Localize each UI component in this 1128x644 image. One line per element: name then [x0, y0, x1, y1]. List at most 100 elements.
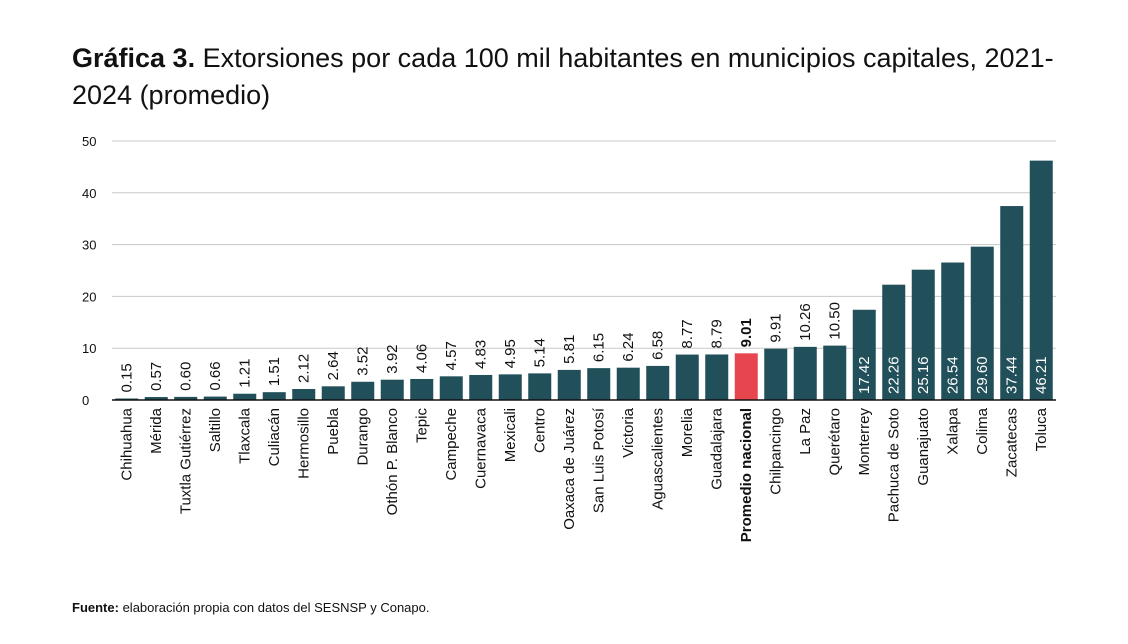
- category-label: Chilpancingo: [767, 408, 784, 495]
- bar: [970, 246, 994, 400]
- value-label: 0.66: [207, 361, 224, 390]
- category-labels: Chihuahua Mérida Tuxtla Gutiérrez Saltillo T…: [118, 407, 1050, 542]
- category-label: Guadalajara: [708, 407, 725, 489]
- y-tick-label: 20: [82, 289, 96, 304]
- value-label: 0.60: [177, 362, 194, 391]
- bar: [1000, 206, 1024, 400]
- bar: [498, 374, 522, 400]
- value-label: 5.14: [531, 338, 548, 367]
- y-tick-label: 40: [82, 186, 96, 201]
- bar: [439, 376, 463, 400]
- bar: [852, 309, 876, 400]
- bar: [528, 373, 552, 400]
- category-label: Morelia: [679, 407, 696, 457]
- value-label: 2.12: [295, 354, 312, 383]
- value-label: 5.81: [561, 335, 578, 364]
- value-label: 8.79: [708, 319, 725, 348]
- category-label: Tuxtla Gutiérrez: [177, 408, 194, 514]
- category-label: Promedio nacional: [738, 408, 755, 542]
- bar: [646, 365, 670, 400]
- category-label: Puebla: [325, 407, 342, 454]
- value-label: 22.26: [885, 356, 902, 394]
- category-label: Pachuca de Soto: [885, 408, 902, 522]
- value-label: 4.83: [472, 340, 489, 369]
- y-axis-ticks: 0 10 20 30 40 50: [82, 134, 96, 408]
- category-label: Aguascalientes: [649, 408, 666, 510]
- value-label: 4.95: [502, 339, 519, 368]
- bar: [705, 354, 729, 400]
- value-label: 4.57: [443, 341, 460, 370]
- category-label: Victoria: [620, 407, 637, 457]
- category-label: Mexicali: [502, 408, 519, 462]
- bar: [587, 368, 611, 400]
- bar: [233, 393, 257, 400]
- value-label: 0.15: [118, 363, 135, 392]
- value-label: 0.57: [148, 362, 165, 391]
- value-label: 8.77: [679, 319, 696, 348]
- chart-title: Gráfica 3. Extorsiones por cada 100 mil …: [72, 40, 1072, 114]
- bar: [144, 397, 168, 400]
- source-label: Fuente:: [72, 600, 119, 615]
- bar: [616, 367, 640, 400]
- y-tick-label: 10: [82, 341, 96, 356]
- bar: [1029, 160, 1053, 400]
- category-label: Zacatecas: [1003, 408, 1020, 477]
- bar: [764, 348, 788, 400]
- category-label: Oaxaca de Juárez: [561, 408, 578, 530]
- category-label: Hermosillo: [295, 408, 312, 479]
- value-label: 25.16: [915, 356, 932, 394]
- bar: [292, 389, 316, 400]
- bar: [321, 386, 345, 400]
- value-label: 4.06: [413, 344, 430, 373]
- category-label: Cuernavaca: [472, 407, 489, 489]
- value-label: 29.60: [974, 356, 991, 394]
- category-label: Mérida: [148, 407, 165, 454]
- bar: [882, 284, 906, 400]
- value-label: 9.91: [767, 313, 784, 342]
- y-tick-label: 50: [82, 134, 96, 149]
- category-label: Chihuahua: [118, 407, 135, 480]
- value-label: 10.26: [797, 303, 814, 341]
- value-label: 37.44: [1003, 356, 1020, 394]
- bar: [351, 381, 375, 400]
- category-label: Monterrey: [856, 408, 873, 476]
- category-label: Othón P. Blanco: [384, 408, 401, 515]
- chart-title-prefix: Gráfica 3.: [72, 43, 196, 73]
- chart-title-text: Extorsiones por cada 100 mil habitantes …: [72, 43, 1054, 110]
- category-label: Xalapa: [944, 407, 961, 454]
- bars: [115, 160, 1053, 400]
- bar: [557, 369, 581, 400]
- bar-highlight: [734, 353, 758, 400]
- bar: [174, 396, 198, 400]
- category-label: Colima: [974, 407, 991, 454]
- y-tick-label: 30: [82, 238, 96, 253]
- category-label: La Paz: [797, 408, 814, 455]
- bar: [911, 269, 935, 400]
- bar: [469, 374, 493, 400]
- value-label: 26.54: [944, 356, 961, 394]
- source-text: elaboración propia con datos del SESNSP …: [122, 600, 430, 615]
- bar: [203, 396, 227, 400]
- bar: [675, 354, 699, 400]
- value-label: 17.42: [856, 356, 873, 394]
- value-label: 3.52: [354, 347, 371, 376]
- source-note: Fuente: elaboración propia con datos del…: [72, 600, 429, 615]
- value-label: 3.92: [384, 344, 401, 373]
- value-label: 6.24: [620, 332, 637, 361]
- value-label: 6.15: [590, 333, 607, 362]
- category-label: Culiacán: [266, 408, 283, 466]
- bar: [941, 262, 965, 400]
- value-label: 1.51: [266, 357, 283, 386]
- category-label: Campeche: [443, 408, 460, 481]
- bar: [262, 392, 286, 400]
- category-label: Centro: [531, 408, 548, 453]
- category-label: Tlaxcala: [236, 407, 253, 464]
- category-label: Tepic: [413, 408, 430, 444]
- category-label: Guanajuato: [915, 408, 932, 486]
- value-label: 2.64: [325, 351, 342, 380]
- bar: [410, 378, 434, 400]
- category-label: San Luis Potosí: [590, 407, 607, 513]
- value-labels: 0.15 0.57 0.60 0.66 1.21 1.51 2.12 2.64 3.52 3.92…: [118, 302, 1050, 394]
- bar-chart: 0 10 20 30 40 50 0.15 0.57 0.60 0.66 1.21 1.51 2.12…: [82, 134, 1056, 542]
- y-tick-label: 0: [82, 393, 89, 408]
